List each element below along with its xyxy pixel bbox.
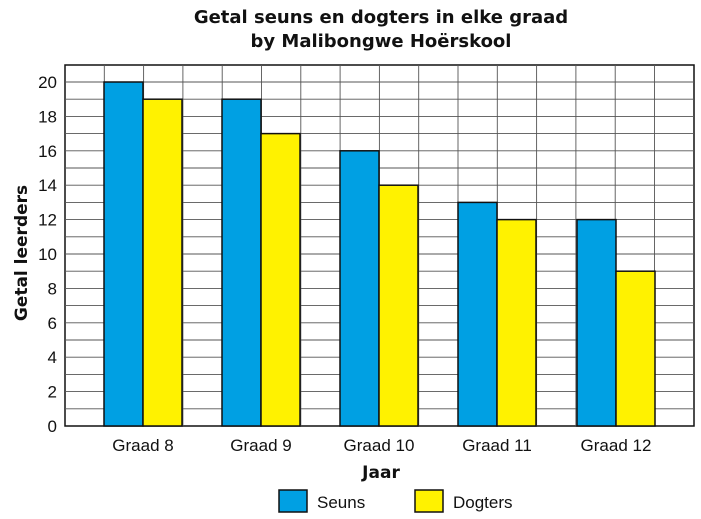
y-tick-labels: 0 2 4 6 8 10 12 14 16 18 20 xyxy=(38,73,57,436)
bars xyxy=(103,81,656,427)
bar-seuns-graad-10 xyxy=(339,150,380,427)
legend-label-dogters: Dogters xyxy=(453,493,513,512)
chart-subtitle: by Malibongwe Hoërskool xyxy=(251,31,512,52)
y-tick-label: 12 xyxy=(38,211,57,230)
x-tick-label: Graad 11 xyxy=(462,436,532,455)
bar-dogters-graad-10 xyxy=(378,184,419,427)
legend-swatch-dogters xyxy=(414,489,444,513)
bar-dogters-graad-8 xyxy=(142,98,183,427)
bar-dogters-graad-12 xyxy=(615,270,656,427)
x-tick-label: Graad 8 xyxy=(112,436,173,455)
x-tick-labels: Graad 8 Graad 9 Graad 10 Graad 11 Graad 12 xyxy=(112,436,651,455)
y-tick-label: 18 xyxy=(38,107,57,126)
x-tick-label: Graad 10 xyxy=(344,436,415,455)
legend-swatch-seuns xyxy=(278,489,308,513)
bar-seuns-graad-9 xyxy=(221,98,262,427)
bar-dogters-graad-9 xyxy=(260,132,301,427)
x-tick-label: Graad 9 xyxy=(230,436,291,455)
x-axis-title: Jaar xyxy=(361,463,400,483)
y-tick-label: 10 xyxy=(38,245,57,264)
bar-seuns-graad-8 xyxy=(103,81,144,427)
bar-seuns-graad-11 xyxy=(457,201,498,427)
y-tick-label: 6 xyxy=(48,314,57,333)
bar-seuns-graad-12 xyxy=(576,218,617,427)
y-tick-label: 0 xyxy=(48,417,57,436)
y-tick-label: 16 xyxy=(38,142,57,161)
y-tick-label: 2 xyxy=(48,383,57,402)
x-tick-label: Graad 12 xyxy=(581,436,652,455)
bar-dogters-graad-11 xyxy=(496,218,537,427)
legend: Seuns Dogters xyxy=(278,489,513,513)
y-axis-title: Getal leerders xyxy=(12,185,32,321)
y-tick-label: 14 xyxy=(38,176,57,195)
y-tick-label: 8 xyxy=(48,279,57,298)
y-tick-label: 4 xyxy=(48,348,57,367)
y-tick-label: 20 xyxy=(38,73,57,92)
legend-label-seuns: Seuns xyxy=(317,493,365,512)
chart-title: Getal seuns en dogters in elke graad xyxy=(194,7,568,28)
